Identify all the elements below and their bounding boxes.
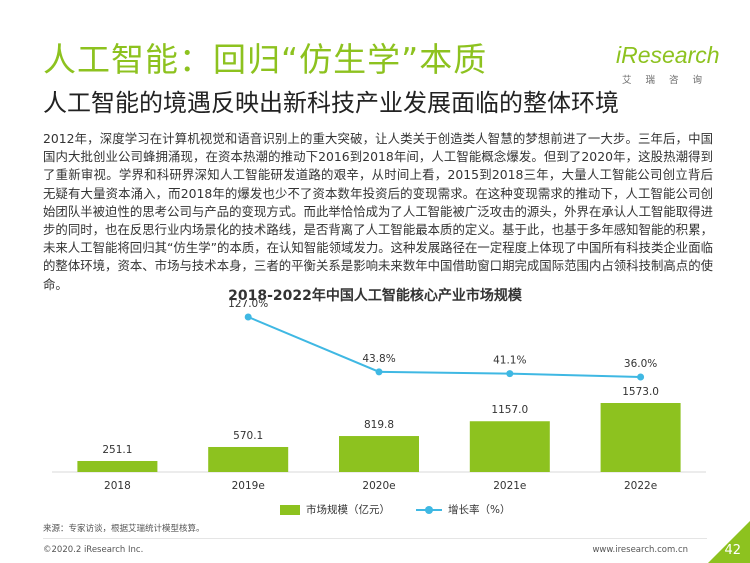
bar-label-2018: 251.1 [102,444,132,456]
growth-label-2019e: 127.0% [228,300,268,310]
growth-label-2020e: 43.8% [362,353,395,365]
source-note: 来源：专家访谈，根据艾瑞统计模型核算。 [43,524,205,534]
website-link: www.iresearch.com.cn [592,545,688,555]
page-number: 42 [724,543,741,558]
growth-label-2022e: 36.0% [624,358,657,370]
x-tick-2018: 2018 [104,480,131,492]
growth-point-2019e [244,313,252,321]
bar-label-2021e: 1157.0 [491,404,528,416]
x-tick-2021e: 2021e [493,480,526,492]
bar-2018 [77,460,158,472]
body-paragraph: 2012年，深度学习在计算机视觉和语音识别上的重大突破，让人类关于创造类人智慧的… [43,131,713,292]
growth-label-2021e: 41.1% [493,355,526,367]
footer-divider [43,538,707,539]
market-size-chart: 251.1 2018 570.1 2019e 819.8 2020e 1157.0 2021e… [52,300,706,492]
x-tick-2020e: 2020e [362,480,395,492]
bar-label-2019e: 570.1 [233,430,263,442]
bar-label-2020e: 819.8 [364,419,394,431]
legend-line-swatch [416,504,442,516]
growth-point-2021e [506,370,514,378]
iresearch-logo: iResearch 艾瑞咨询 [616,40,726,86]
legend-bar-label: 市场规模（亿元） [306,504,390,516]
page-corner-decoration [708,521,750,563]
growth-point-2022e [637,373,645,381]
logo-subtext: 艾瑞咨询 [622,75,717,86]
x-tick-2019e: 2019e [232,480,265,492]
bar-2019e [208,446,289,472]
growth-rate-line [247,316,641,378]
bar-2022e [600,403,681,472]
legend-bar-swatch [280,504,300,515]
page-subtitle: 人工智能的境遇反映出新科技产业发展面临的整体环境 [43,89,619,117]
bar-label-2022e: 1573.0 [622,386,659,398]
chart-legend: 市场规模（亿元） 增长率（%） [280,502,510,517]
x-tick-2022e: 2022e [624,480,657,492]
copyright: ©2020.2 iResearch Inc. [43,545,144,555]
chart-title: 2018-2022年中国人工智能核心产业市场规模 [228,288,522,304]
logo-brand: iResearch [616,42,720,68]
bar-2020e [339,436,419,472]
bar-2021e [469,421,550,472]
growth-point-2020e [375,368,383,376]
legend-line-label: 增长率（%） [448,504,511,516]
page-title: 人工智能：回归“仿生学”本质 [43,40,488,79]
